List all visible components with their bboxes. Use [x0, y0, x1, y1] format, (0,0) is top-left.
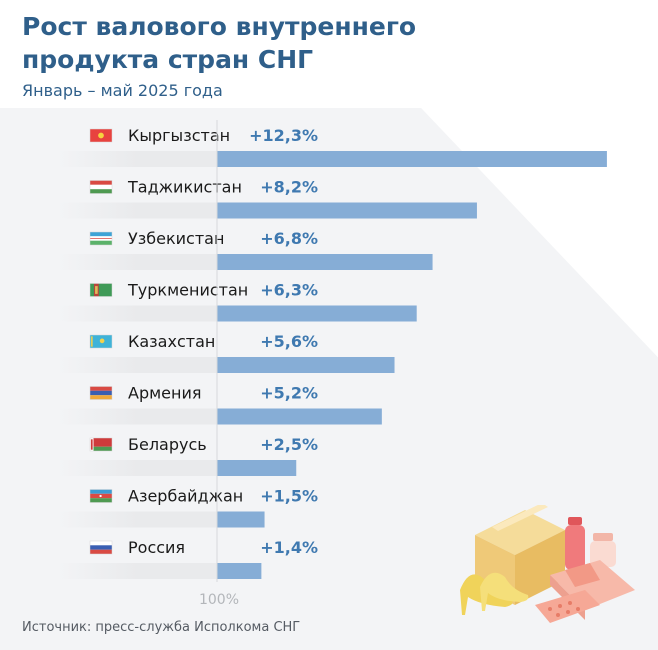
reference-label: 100%	[199, 592, 239, 608]
bar-track	[58, 202, 217, 219]
bar	[217, 357, 395, 373]
value-label: +8,2%	[260, 178, 318, 197]
category-label: Азербайджан	[128, 487, 243, 506]
bar	[217, 305, 417, 322]
category-label: Таджикистан	[127, 178, 242, 197]
value-label: +12,3%	[249, 126, 318, 145]
value-label: +6,3%	[260, 281, 318, 300]
bar	[217, 254, 433, 270]
chart-title: Рост валового внутреннего продукта стран…	[22, 12, 417, 74]
goods-illustration	[460, 505, 635, 623]
uzbekistan-flag-icon	[89, 231, 113, 246]
value-label: +1,5%	[260, 487, 318, 506]
value-label: +2,5%	[260, 435, 318, 454]
bar-track	[58, 254, 217, 270]
bar-track	[58, 151, 217, 167]
category-label: Кыргызстан	[128, 126, 230, 145]
bar-track	[58, 511, 217, 528]
bar-track	[58, 563, 217, 579]
source-note: Источник: пресс-служба Исполкома СНГ	[22, 620, 301, 635]
category-label: Беларусь	[128, 435, 207, 454]
belarus-flag-icon	[89, 437, 113, 452]
category-label: Туркменистан	[127, 281, 248, 300]
bar	[217, 460, 297, 476]
category-label: Узбекистан	[128, 229, 224, 248]
category-label: Россия	[128, 538, 185, 557]
value-label: +1,4%	[260, 538, 318, 557]
bar-track	[58, 460, 217, 476]
bar-track	[58, 408, 217, 425]
russia-flag-icon	[89, 540, 113, 555]
bar	[217, 511, 265, 528]
value-label: +5,6%	[260, 332, 318, 351]
value-label: +6,8%	[260, 229, 318, 248]
bar-track	[58, 305, 217, 322]
bar-track	[58, 357, 217, 373]
value-label: +5,2%	[260, 384, 318, 403]
category-label: Армения	[128, 384, 202, 403]
kazakhstan-flag-icon	[89, 334, 113, 349]
armenia-flag-icon	[89, 386, 113, 400]
azerbaijan-flag-icon	[89, 489, 113, 503]
chart-subtitle: Январь – май 2025 года	[22, 81, 223, 100]
bar	[217, 563, 262, 579]
bar	[217, 408, 382, 425]
bar	[217, 202, 477, 219]
bar	[217, 151, 607, 167]
category-label: Казахстан	[128, 332, 215, 351]
tajikistan-flag-icon	[89, 180, 113, 194]
turkmenistan-flag-icon	[89, 283, 113, 297]
kyrgyzstan-flag-icon	[89, 128, 113, 143]
